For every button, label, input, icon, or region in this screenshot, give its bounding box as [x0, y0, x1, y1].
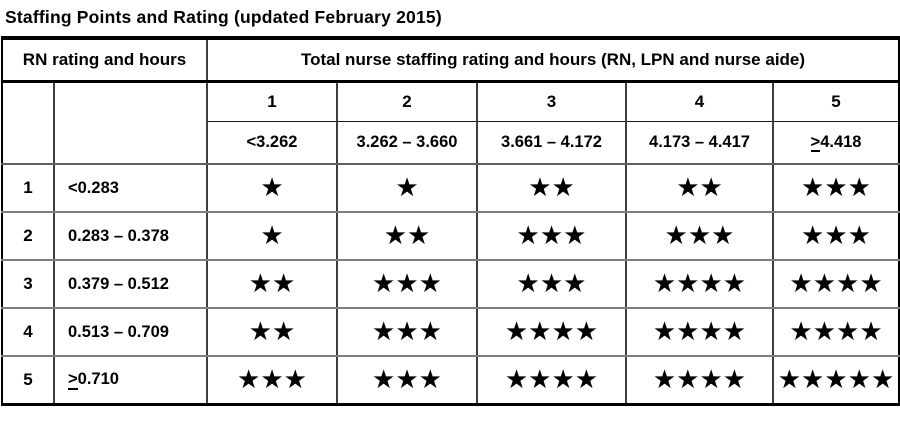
star-rating-cell: ★★★	[476, 260, 626, 309]
column-numbers-row: 1 2 3 4 5	[2, 81, 900, 165]
rn-rating-hours-header: RN rating and hours	[2, 38, 207, 83]
rn-hours-range: 0.513 – 0.709	[53, 308, 207, 357]
star-rating-cell: ★★★★	[771, 260, 900, 309]
star-rating-cell: ★	[206, 212, 337, 261]
empty-cell	[2, 81, 54, 165]
table-row-2: 2 0.283 – 0.378 ★ ★★ ★★★ ★★★ ★★★	[2, 212, 900, 261]
star-rating-cell: ★★	[206, 260, 337, 309]
staffing-points-rating-table: RN rating and hours Total nurse staffing…	[1, 36, 900, 406]
total-nurse-staffing-header: Total nurse staffing rating and hours (R…	[205, 38, 900, 83]
star-rating-cell: ★	[336, 164, 477, 213]
column-ranges-row: <3.262 3.262 – 3.660 3.661 – 4.172 4.173…	[2, 121, 900, 165]
rn-hours-range: <0.283	[53, 164, 207, 213]
star-rating-cell: ★★★	[625, 212, 773, 261]
greater-equal-underline: >	[68, 370, 78, 390]
star-rating-cell: ★★★★★	[771, 356, 900, 405]
column-range-1: <3.262	[206, 121, 337, 165]
star-rating-cell: ★	[206, 164, 337, 213]
rn-rating-number: 3	[2, 260, 54, 309]
greater-equal-underline: >	[810, 132, 821, 153]
column-range-5-value: 4.418	[820, 132, 862, 151]
star-rating-cell: ★★★★	[625, 308, 773, 357]
star-rating-cell: ★★★★	[476, 356, 626, 405]
rn-hours-range-value: 0.710	[77, 370, 119, 389]
rn-rating-number: 2	[2, 212, 54, 261]
star-rating-cell: ★★	[476, 164, 626, 213]
column-number-2: 2	[336, 81, 477, 122]
column-number-4: 4	[625, 81, 773, 122]
star-rating-cell: ★★	[206, 308, 337, 357]
rn-hours-range: >0.710	[53, 356, 207, 405]
star-rating-cell: ★★★	[336, 260, 477, 309]
table-row-1: 1 <0.283 ★ ★ ★★ ★★ ★★★	[2, 164, 900, 213]
rn-rating-number: 1	[2, 164, 54, 213]
rn-hours-range: 0.379 – 0.512	[53, 260, 207, 309]
star-rating-cell: ★★	[336, 212, 477, 261]
column-number-1: 1	[206, 81, 337, 122]
header-row: RN rating and hours Total nurse staffing…	[2, 38, 900, 83]
star-rating-cell: ★★★★	[625, 260, 773, 309]
column-range-5: >4.418	[771, 121, 900, 165]
table-row-4: 4 0.513 – 0.709 ★★ ★★★ ★★★★ ★★★★ ★★★★	[2, 308, 900, 357]
star-rating-cell: ★★★★	[771, 308, 900, 357]
rn-rating-number: 5	[23, 370, 33, 389]
star-rating-cell: ★★★★	[476, 308, 626, 357]
rn-rating-number: 4	[2, 308, 54, 357]
column-range-4: 4.173 – 4.417	[625, 121, 773, 165]
star-rating-cell: ★★★	[336, 308, 477, 357]
star-rating-cell: ★★★	[336, 356, 477, 405]
page-title: Staffing Points and Rating (updated Febr…	[5, 7, 442, 27]
column-number-5: 5	[771, 81, 900, 122]
column-range-2: 3.262 – 3.660	[336, 121, 477, 165]
empty-cell	[53, 81, 207, 165]
star-rating-cell: ★★★	[206, 356, 337, 405]
column-range-3: 3.661 – 4.172	[476, 121, 626, 165]
column-number-3: 3	[476, 81, 626, 122]
rn-hours-range: 0.283 – 0.378	[53, 212, 207, 261]
table-row-3: 3 0.379 – 0.512 ★★ ★★★ ★★★ ★★★★ ★★★★	[2, 260, 900, 309]
star-rating-cell: ★★★	[771, 212, 900, 261]
star-rating-cell: ★★	[625, 164, 773, 213]
table-row-5: 5 >0.710 ★★★ ★★★ ★★★★ ★★★★ ★★★★★	[2, 356, 900, 405]
star-rating-cell: ★★★	[771, 164, 900, 213]
star-rating-cell: ★★★	[476, 212, 626, 261]
star-rating-cell: ★★★★	[625, 356, 773, 405]
